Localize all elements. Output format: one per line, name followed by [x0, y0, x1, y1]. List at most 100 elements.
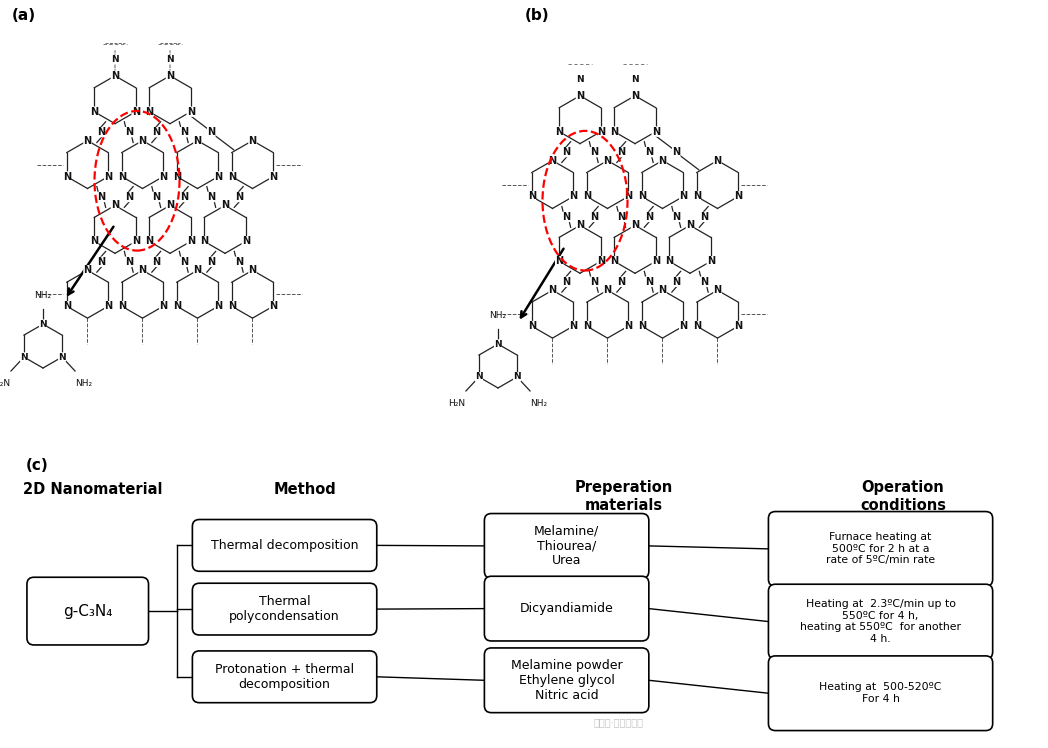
Text: N: N	[604, 285, 612, 295]
Text: N: N	[596, 257, 605, 266]
Text: N: N	[645, 212, 653, 222]
Text: N: N	[117, 171, 126, 182]
Text: N: N	[187, 236, 195, 246]
Text: N: N	[200, 236, 209, 246]
FancyBboxPatch shape	[484, 648, 649, 713]
Text: N: N	[631, 76, 639, 85]
Text: N: N	[173, 301, 180, 311]
Text: N: N	[706, 257, 715, 266]
Text: N: N	[569, 321, 577, 331]
Text: NH₂: NH₂	[35, 291, 51, 300]
Text: N: N	[111, 71, 119, 81]
Text: N: N	[39, 319, 47, 328]
Text: N: N	[132, 107, 139, 117]
Text: NH₂: NH₂	[530, 399, 548, 408]
Text: Heating at  500-520ºC
For 4 h: Heating at 500-520ºC For 4 h	[820, 682, 942, 704]
Text: N: N	[20, 352, 27, 361]
Text: N: N	[679, 191, 687, 201]
Text: N: N	[179, 127, 188, 137]
Text: g-C₃N₄: g-C₃N₄	[63, 604, 112, 619]
Text: N: N	[214, 171, 222, 182]
Text: N: N	[63, 171, 71, 182]
Text: N: N	[90, 236, 99, 246]
Text: Thermal decomposition: Thermal decomposition	[211, 539, 358, 552]
FancyBboxPatch shape	[193, 520, 377, 571]
Text: NH₂: NH₂	[75, 379, 92, 388]
Text: N: N	[652, 257, 660, 266]
Text: N: N	[555, 126, 563, 137]
Text: N: N	[658, 156, 667, 165]
Text: N: N	[596, 126, 605, 137]
Text: N: N	[208, 127, 215, 137]
Text: N: N	[132, 236, 139, 246]
Text: N: N	[645, 147, 653, 157]
Text: N: N	[665, 257, 673, 266]
Text: N: N	[146, 236, 153, 246]
Text: N: N	[679, 321, 687, 331]
Text: N: N	[610, 257, 618, 266]
Text: N: N	[152, 257, 160, 267]
Text: N: N	[125, 257, 133, 267]
Text: N: N	[569, 191, 577, 201]
FancyBboxPatch shape	[768, 584, 992, 659]
Text: N: N	[117, 301, 126, 311]
Text: N: N	[610, 126, 618, 137]
Text: N: N	[167, 55, 174, 64]
FancyBboxPatch shape	[484, 514, 649, 578]
Text: N: N	[617, 212, 626, 222]
Text: N: N	[59, 352, 66, 361]
Text: N: N	[652, 126, 660, 137]
Text: Melamine/
Thiourea/
Urea: Melamine/ Thiourea/ Urea	[534, 524, 599, 568]
Text: N: N	[562, 147, 570, 157]
Text: N: N	[125, 192, 133, 202]
Text: N: N	[672, 277, 680, 286]
Text: N: N	[138, 135, 147, 146]
Text: N: N	[672, 147, 680, 157]
Text: Preperation
materials: Preperation materials	[574, 479, 673, 513]
Text: N: N	[700, 212, 707, 222]
Text: N: N	[152, 127, 160, 137]
Text: N: N	[194, 266, 201, 275]
Text: N: N	[576, 91, 584, 101]
Text: N: N	[63, 301, 71, 311]
Text: N: N	[562, 277, 570, 286]
Text: N: N	[590, 277, 597, 286]
Text: N: N	[166, 71, 174, 81]
Text: N: N	[562, 212, 570, 222]
Text: N: N	[111, 200, 119, 210]
Text: N: N	[138, 266, 147, 275]
Text: N: N	[235, 192, 243, 202]
Text: N: N	[527, 321, 536, 331]
Text: Heating at  2.3ºC/min up to
550ºC for 4 h,
heating at 550ºC  for another
4 h.: Heating at 2.3ºC/min up to 550ºC for 4 h…	[800, 599, 961, 644]
Text: N: N	[548, 156, 556, 165]
Text: N: N	[495, 340, 502, 349]
Text: N: N	[97, 127, 105, 137]
Text: N: N	[693, 191, 701, 201]
Text: N: N	[625, 321, 632, 331]
FancyBboxPatch shape	[484, 576, 649, 641]
Text: N: N	[173, 171, 180, 182]
Text: N: N	[735, 191, 742, 201]
Text: N: N	[97, 192, 105, 202]
Text: N: N	[227, 301, 236, 311]
Text: N: N	[583, 191, 591, 201]
Text: N: N	[214, 301, 222, 311]
Text: N: N	[625, 191, 632, 201]
Text: N: N	[658, 285, 667, 295]
Text: N: N	[125, 127, 133, 137]
Text: N: N	[194, 135, 201, 146]
Text: N: N	[111, 55, 118, 64]
Text: N: N	[631, 91, 639, 101]
FancyBboxPatch shape	[768, 656, 992, 731]
Text: N: N	[693, 321, 701, 331]
Text: Dicyandiamide: Dicyandiamide	[520, 602, 613, 615]
Text: N: N	[269, 301, 278, 311]
Text: N: N	[104, 301, 112, 311]
Text: N: N	[242, 236, 249, 246]
Text: N: N	[166, 200, 174, 210]
Text: N: N	[475, 373, 483, 381]
Text: N: N	[84, 135, 91, 146]
Text: N: N	[248, 266, 257, 275]
Text: N: N	[576, 76, 584, 85]
Text: Melamine powder
Ethylene glycol
Nitric acid: Melamine powder Ethylene glycol Nitric a…	[510, 659, 623, 702]
